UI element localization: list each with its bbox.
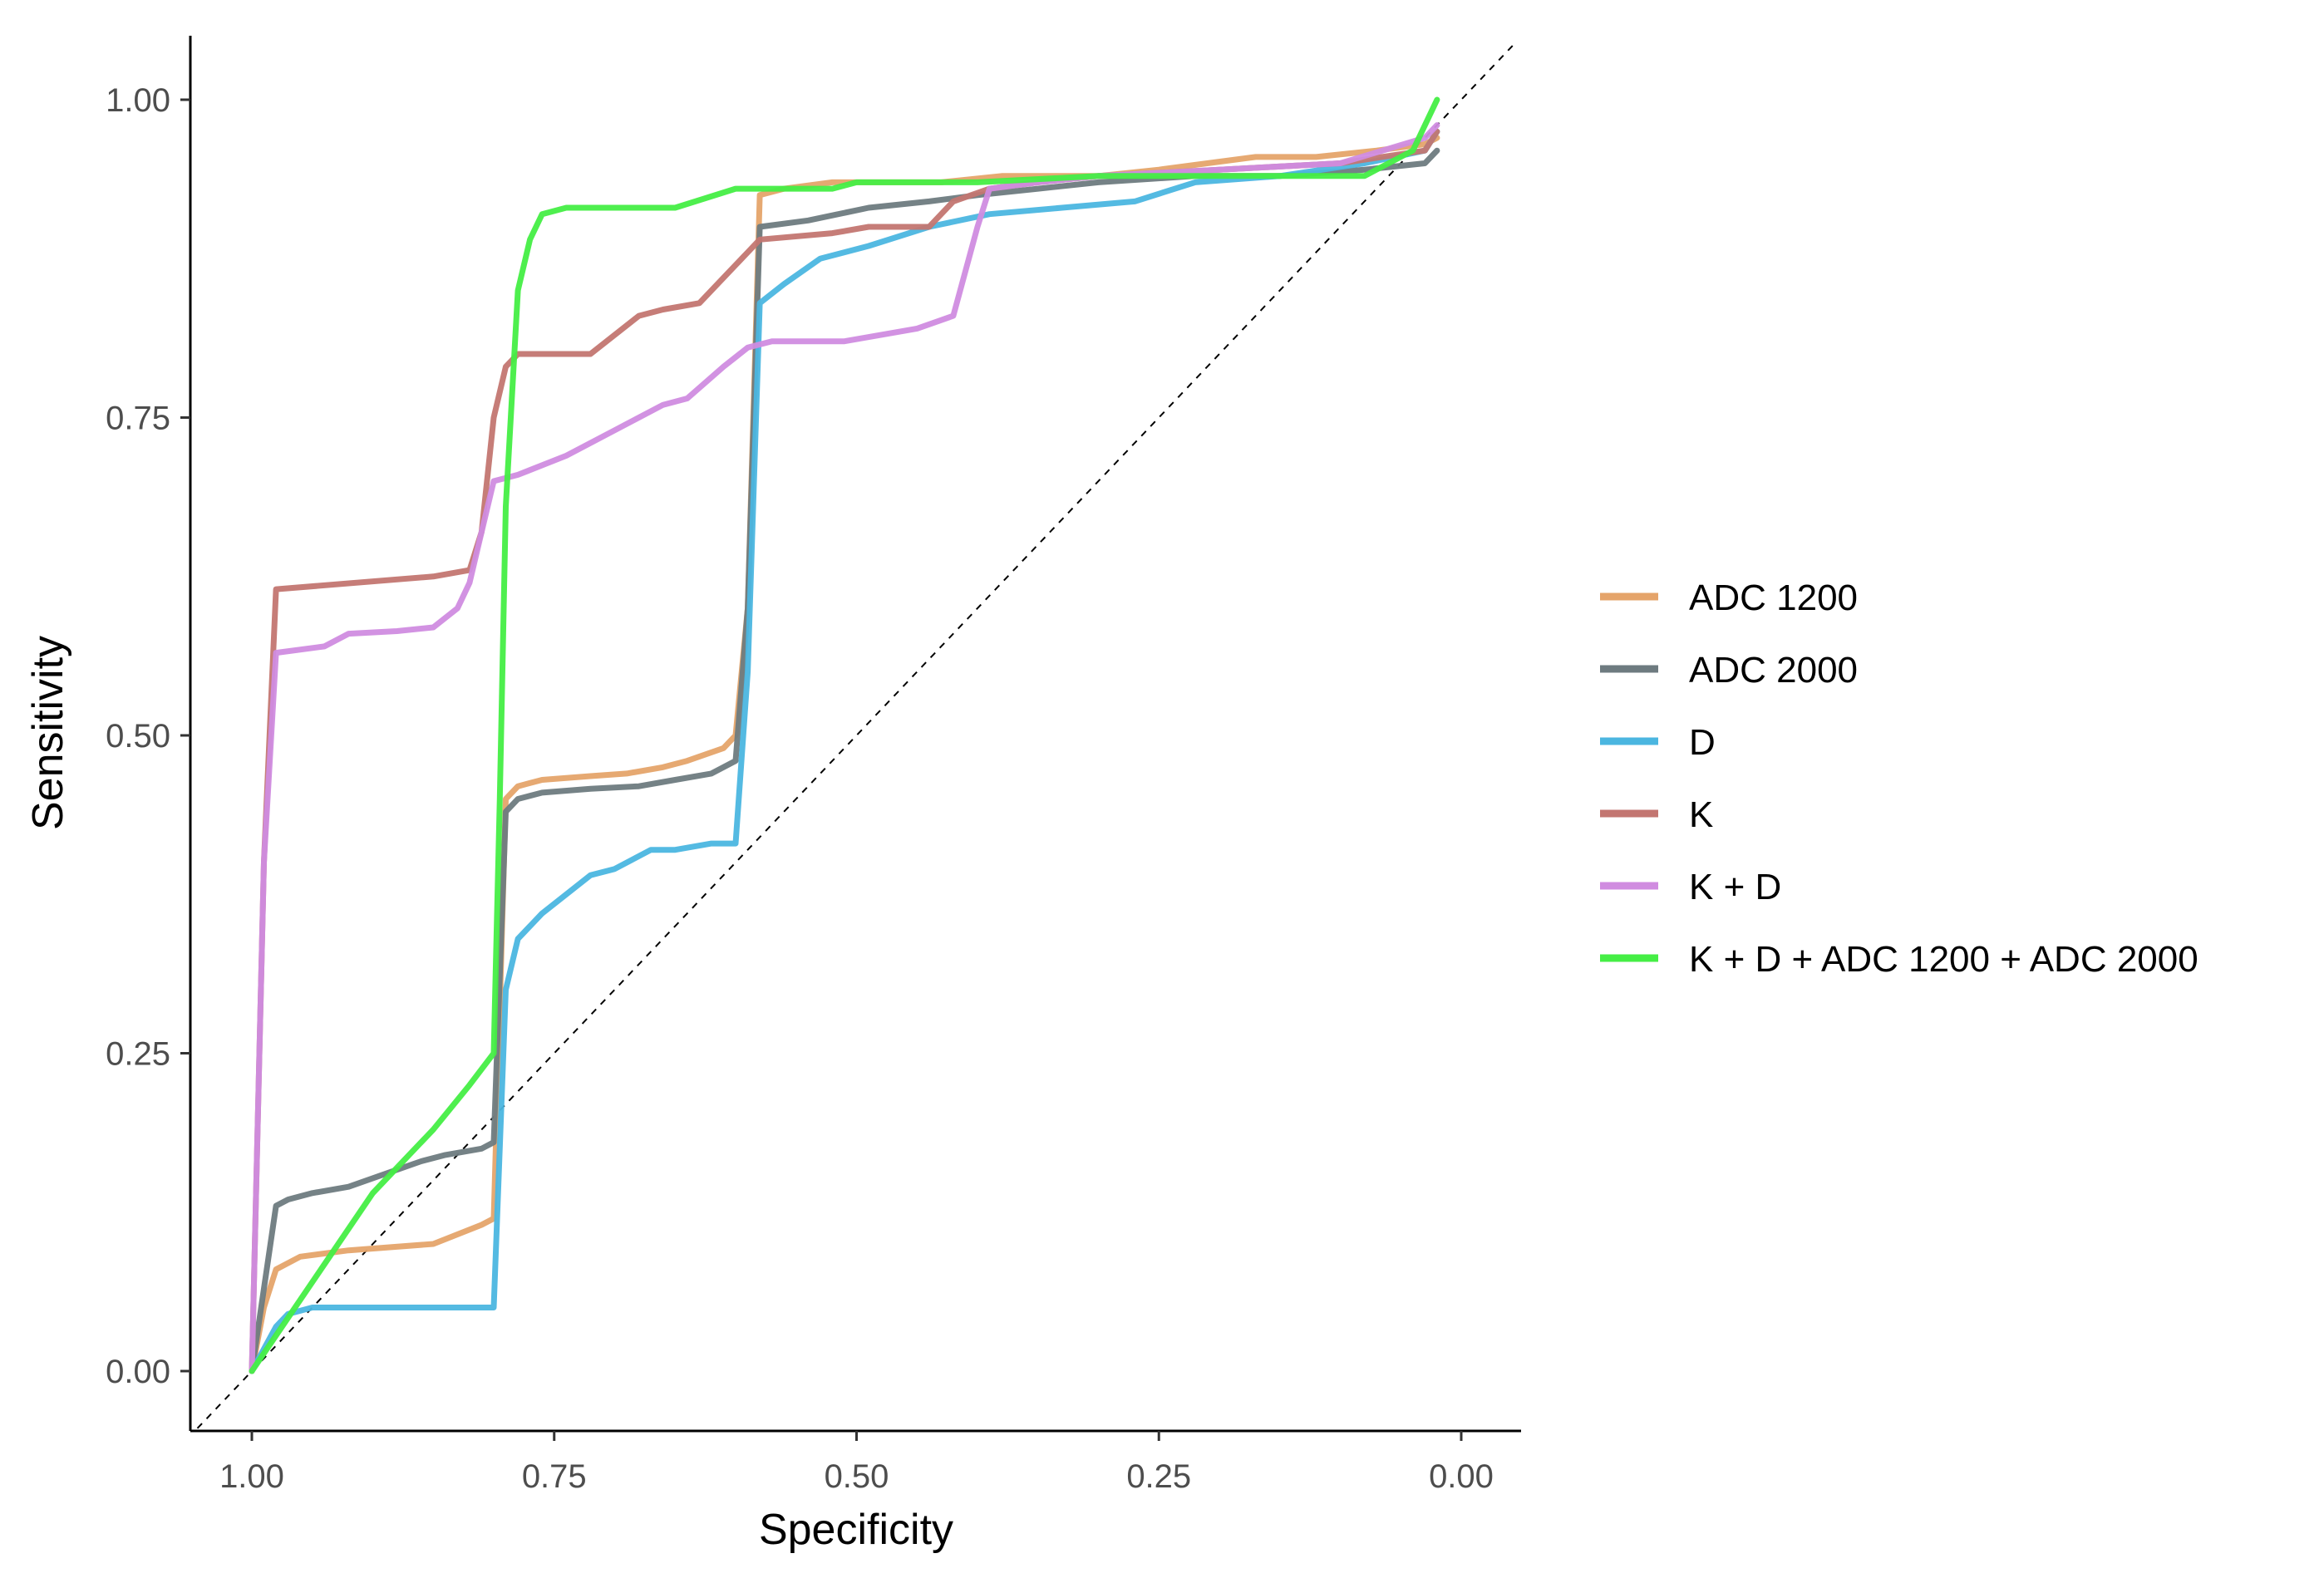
- legend: ADC 1200 ADC 2000 DK K + D K + D + ADC 1200 …: [1600, 578, 2198, 980]
- legend-item: K + D: [1600, 867, 1781, 907]
- legend-label: K + D + ADC 1200 + ADC 2000: [1689, 939, 2198, 980]
- y-tick-label: 0.50: [106, 718, 170, 755]
- legend-label: ADC 2000: [1689, 650, 1858, 691]
- legend-label: K + D: [1689, 867, 1781, 907]
- legend-label: K: [1689, 794, 1713, 835]
- series-line-adc-2000: [249, 147, 1440, 1374]
- y-tick-label: 0.75: [106, 401, 170, 437]
- x-tick-label: 1.00: [219, 1458, 284, 1495]
- x-tick-label: 0.25: [1126, 1458, 1191, 1495]
- y-tick-label: 0.00: [106, 1354, 170, 1390]
- series-line-k-d-adc-1200-adc-2000: [249, 96, 1440, 1374]
- legend-item: ADC 2000: [1600, 650, 1858, 691]
- series-lines: [249, 96, 1440, 1374]
- legend-item: K: [1600, 794, 1713, 835]
- x-ticks: 1.00 0.75 0.50 0.25 0.00: [219, 1431, 1494, 1495]
- plot-area: [196, 42, 1517, 1429]
- x-tick-label: 0.50: [825, 1458, 889, 1495]
- y-ticks: 0.00 0.25 0.50 0.75 1.00: [106, 82, 190, 1390]
- legend-label: D: [1689, 722, 1716, 763]
- legend-label: ADC 1200: [1689, 578, 1858, 618]
- series-line-d: [249, 128, 1440, 1374]
- y-axis-title: Sensitivity: [24, 636, 72, 830]
- legend-item: K + D + ADC 1200 + ADC 2000: [1600, 939, 2198, 980]
- y-tick-label: 1.00: [106, 82, 170, 119]
- x-axis-title: Specificity: [759, 1506, 953, 1554]
- legend-item: D: [1600, 722, 1716, 763]
- y-tick-label: 0.25: [106, 1036, 170, 1073]
- x-tick-label: 0.75: [522, 1458, 587, 1495]
- series-line-adc-1200: [249, 135, 1440, 1374]
- axes: 0.000.250.500.751.00 1.00 0.75 0.50 0.25 0.0…: [24, 36, 1521, 1554]
- legend-item: ADC 1200: [1600, 578, 1858, 618]
- x-tick-label: 0.00: [1429, 1458, 1494, 1495]
